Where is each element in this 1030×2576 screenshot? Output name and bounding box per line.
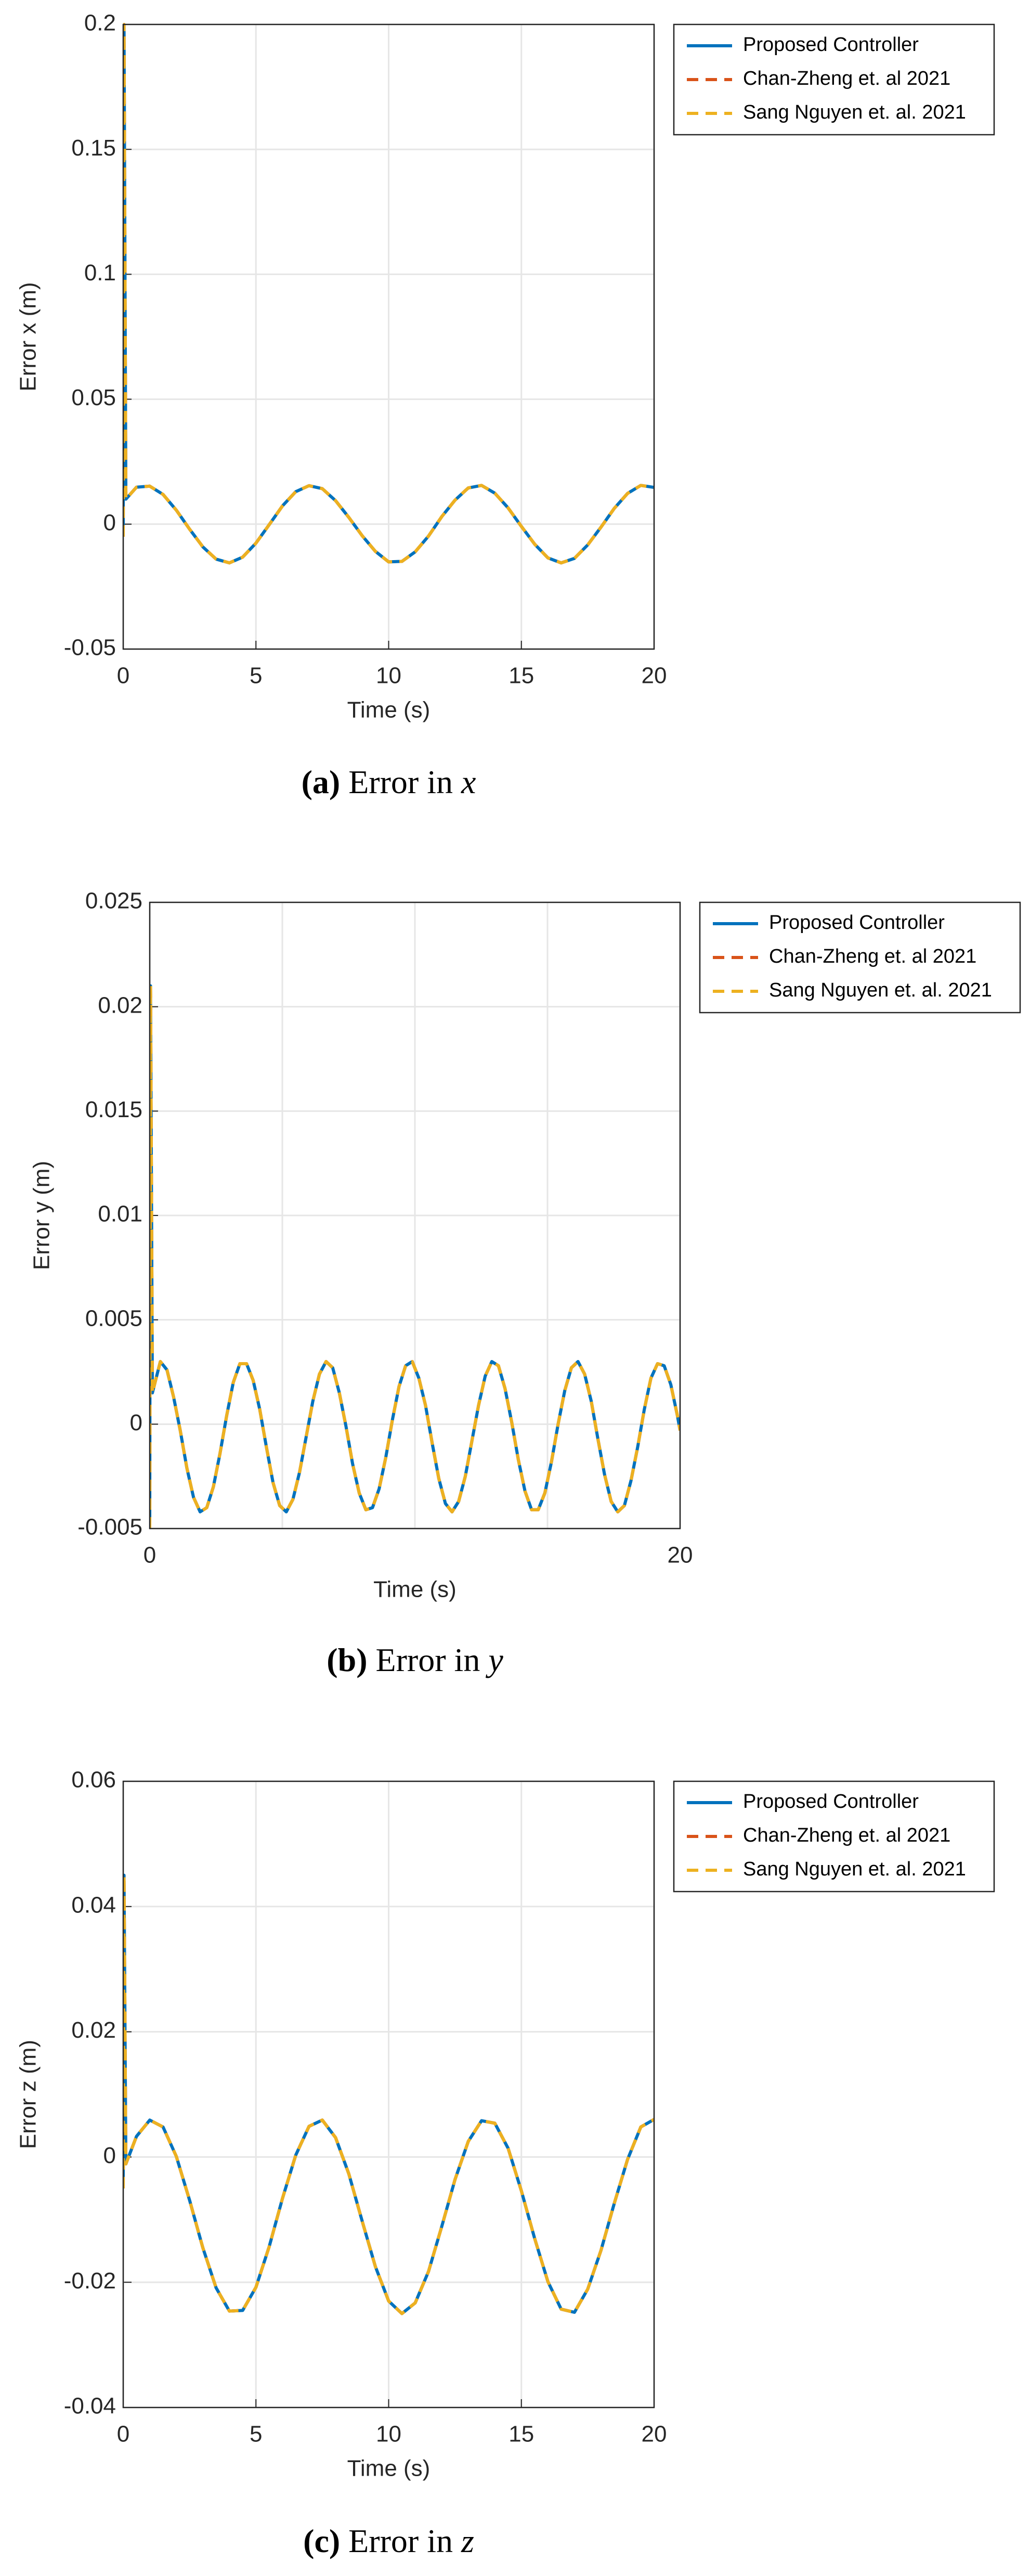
caption-var: z <box>461 2522 474 2559</box>
x-tick-label: 15 <box>509 2422 534 2447</box>
legend-label: Chan-Zheng et. al 2021 <box>769 946 976 967</box>
x-axis-label: Time (s) <box>347 2456 431 2481</box>
y-tick-label: 0.005 <box>85 1305 142 1331</box>
y-tick-label: 0.2 <box>84 10 116 36</box>
x-tick-label: 5 <box>250 2422 262 2447</box>
caption: (a) Error in x <box>302 763 476 800</box>
y-tick-label: 0 <box>103 2143 116 2168</box>
caption-text: Error in <box>376 1641 480 1678</box>
series-line <box>123 23 654 565</box>
legend-label: Sang Nguyen et. al. 2021 <box>743 101 966 123</box>
y-tick-label: 0.15 <box>71 135 116 161</box>
y-tick-label: 0.02 <box>71 2017 116 2043</box>
y-tick-label: -0.02 <box>64 2268 116 2294</box>
x-tick-label: 15 <box>509 663 534 689</box>
axes-box <box>122 1780 655 2409</box>
series-line <box>150 984 680 1529</box>
y-tick-label: 0.06 <box>71 1767 116 1793</box>
x-tick-label: 20 <box>642 2422 667 2447</box>
caption-var: x <box>461 763 476 800</box>
x-tick-label: 5 <box>250 663 262 689</box>
y-axis-label: Error z (m) <box>16 2040 41 2149</box>
caption-label: (b) <box>327 1641 367 1678</box>
y-tick-label: 0 <box>103 510 116 535</box>
caption-text: Error in <box>348 763 453 800</box>
axes-box <box>149 901 681 1530</box>
caption: (c) Error in z <box>303 2522 474 2559</box>
y-tick-label: 0.01 <box>98 1201 142 1227</box>
y-axis-label: Error y (m) <box>29 1161 55 1270</box>
x-tick-label: 0 <box>144 1543 156 1568</box>
y-tick-label: 0.04 <box>71 1892 116 1918</box>
legend-label: Chan-Zheng et. al 2021 <box>743 1824 950 1846</box>
x-tick-label: 0 <box>117 2422 129 2447</box>
y-tick-label: -0.04 <box>64 2393 116 2419</box>
caption-label: (a) <box>302 763 341 800</box>
legend: Proposed Controller Chan-Zheng et. al 202… <box>673 23 995 136</box>
x-tick-label: 0 <box>117 663 129 689</box>
legend-label: Proposed Controller <box>743 34 919 56</box>
legend-label: Proposed Controller <box>743 1791 919 1813</box>
caption-var: y <box>485 1641 503 1678</box>
y-tick-label: 0.015 <box>85 1097 142 1122</box>
caption-text: Error in <box>348 2522 453 2559</box>
y-tick-label: 0.025 <box>85 888 142 914</box>
caption-label: (c) <box>303 2522 340 2559</box>
x-tick-label: 20 <box>642 663 667 689</box>
axes-box <box>122 23 655 650</box>
legend-label: Chan-Zheng et. al 2021 <box>743 68 950 89</box>
y-tick-label: -0.05 <box>64 635 116 661</box>
legend: Proposed Controller Chan-Zheng et. al 202… <box>673 1780 995 1893</box>
x-tick-label: 10 <box>376 663 401 689</box>
y-tick-label: -0.005 <box>77 1514 142 1540</box>
chart: -0.04 -0.02 0 0.02 0.04 0.06 0 5 10 15 20 Time (s) E… <box>16 1767 995 2559</box>
legend-label: Sang Nguyen et. al. 2021 <box>743 1858 966 1880</box>
caption: (b) Error in y <box>327 1641 503 1678</box>
legend: Proposed Controller Chan-Zheng et. al 202… <box>699 901 1021 1014</box>
x-tick-label: 20 <box>668 1543 693 1568</box>
x-tick-label: 10 <box>376 2422 401 2447</box>
x-axis-label: Time (s) <box>373 1577 457 1602</box>
y-tick-label: 0 <box>130 1410 142 1435</box>
y-tick-label: 0.1 <box>84 260 116 286</box>
y-tick-label: 0.02 <box>98 992 142 1018</box>
y-axis-label: Error x (m) <box>16 282 41 391</box>
legend-label: Sang Nguyen et. al. 2021 <box>769 979 992 1001</box>
legend-label: Proposed Controller <box>769 912 945 934</box>
series-line <box>123 1873 654 2315</box>
y-tick-label: 0.05 <box>71 385 116 410</box>
x-axis-label: Time (s) <box>347 697 431 723</box>
